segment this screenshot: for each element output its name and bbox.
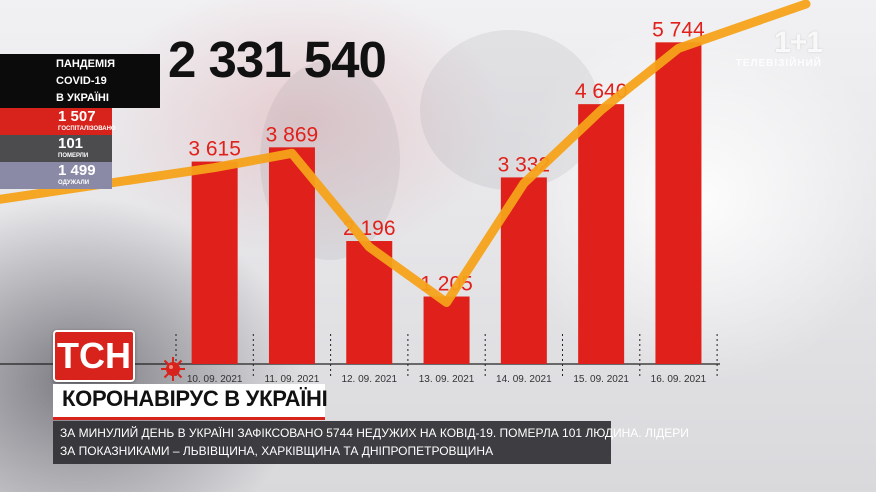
bar <box>655 42 702 364</box>
stat-caption: ГОСПІТАЛІЗОВАНО <box>58 126 116 132</box>
stats-panel: ПАНДЕМІЯ COVID-19 В УКРАЇНІ 1 507 ГОСПІТ… <box>0 54 160 189</box>
data-label: 5 744 <box>652 18 705 41</box>
ticker-line: ЗА МИНУЛИЙ ДЕНЬ В УКРАЇНІ ЗАФІКСОВАНО 57… <box>60 426 689 440</box>
stat-caption: ОДУЖАЛИ <box>58 180 90 186</box>
virus-icon <box>161 357 185 381</box>
panel-title-line: ПАНДЕМІЯ <box>56 58 116 70</box>
x-tick-label: 16. 09. 2021 <box>651 374 707 385</box>
stat-value: 101 <box>58 135 84 152</box>
total-cases: 2 331 540 <box>168 31 387 88</box>
x-tick-label: 11. 09. 2021 <box>265 374 320 385</box>
panel-title-line: В УКРАЇНІ <box>56 92 109 104</box>
data-label: 3 869 <box>266 123 319 146</box>
stat-value: 1 507 <box>58 108 96 125</box>
data-label: 3 615 <box>188 138 241 161</box>
bar <box>268 147 315 364</box>
headline-bar <box>53 384 325 420</box>
panel-title: ПАНДЕМІЯ COVID-19 В УКРАЇНІ <box>0 54 160 108</box>
x-tick-label: 15. 09. 2021 <box>573 374 629 385</box>
stat-recovered: 1 499 ОДУЖАЛИ <box>0 162 112 189</box>
channel-watermark: 1+1 ТЕЛЕВІЗІЙНИЙ <box>735 26 823 69</box>
stat-died: 101 ПОМЕРЛИ <box>0 135 112 162</box>
x-tick-label: 13. 09. 2021 <box>419 374 475 385</box>
bar <box>423 296 470 364</box>
bar <box>191 161 238 364</box>
channel-logo: 1+1 <box>774 26 823 59</box>
x-tick-label: 14. 09. 2021 <box>496 374 552 385</box>
stat-caption: ПОМЕРЛИ <box>58 153 89 159</box>
tsn-logo: ТСН <box>53 330 135 382</box>
headline-title: КОРОНАВІРУС В УКРАЇНІ <box>62 386 328 411</box>
channel-logo-subtitle: ТЕЛЕВІЗІЙНИЙ <box>735 58 822 69</box>
news-ticker: ЗА МИНУЛИЙ ДЕНЬ В УКРАЇНІ ЗАФІКСОВАНО 57… <box>53 421 689 464</box>
stat-value: 1 499 <box>58 162 96 179</box>
x-tick-label: 12. 09. 2021 <box>341 374 397 385</box>
stat-hospitalized: 1 507 ГОСПІТАЛІЗОВАНО <box>0 108 116 135</box>
bar <box>578 104 625 364</box>
background-figure <box>420 30 600 190</box>
x-tick-label: 10. 09. 2021 <box>187 374 243 385</box>
ticker-line: ЗА ПОКАЗНИКАМИ – ЛЬВІВЩИНА, ХАРКІВЩИНА Т… <box>60 444 494 458</box>
panel-title-line: COVID-19 <box>56 75 107 87</box>
trend-line <box>0 0 811 308</box>
